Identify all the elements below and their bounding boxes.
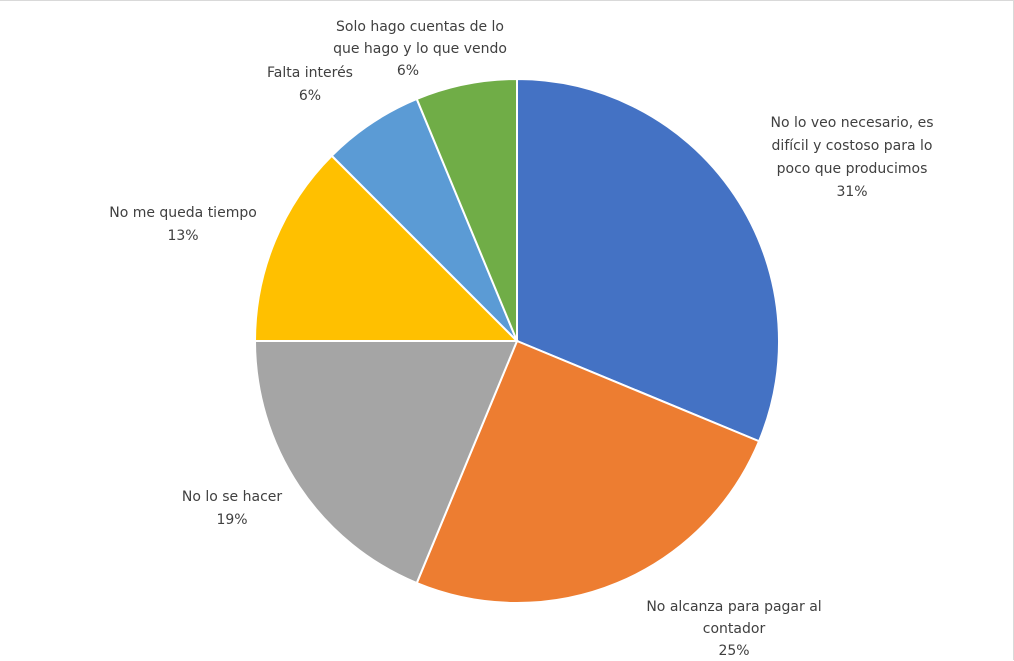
data-label-no-time: No me queda tiempo 13% [109, 205, 257, 244]
data-label-percent: 25% [718, 643, 749, 659]
data-label-percent: 19% [216, 512, 247, 528]
data-label-dont-know-how: No lo se hacer 19% [182, 489, 283, 528]
data-label-percent: 31% [836, 184, 867, 200]
data-label-lack-interest: Falta interés 6% [267, 65, 353, 104]
data-label-line: No me queda tiempo [109, 205, 257, 221]
data-label-percent: 6% [397, 63, 419, 79]
data-label-cannot-pay-accountant: No alcanza para pagar al contador 25% [646, 599, 821, 659]
data-label-line: Solo hago cuentas de lo [336, 19, 504, 35]
data-label-line: No alcanza para pagar al [646, 599, 821, 615]
data-label-line: contador [703, 621, 766, 637]
data-label-line: No lo se hacer [182, 489, 283, 505]
data-label-line: No lo veo necesario, es [771, 115, 934, 131]
data-label-line: difícil y costoso para lo [772, 138, 933, 154]
data-label-percent: 13% [167, 228, 198, 244]
pie-slices [255, 79, 779, 603]
data-label-percent: 6% [299, 88, 321, 104]
data-label-not-necessary: No lo veo necesario, es difícil y costoso… [771, 115, 934, 200]
data-label-line: que hago y lo que vendo [333, 41, 507, 57]
data-label-line: poco que producimos [777, 161, 928, 177]
data-label-line: Falta interés [267, 65, 353, 81]
data-label-only-accounts: Solo hago cuentas de lo que hago y lo que… [333, 19, 507, 79]
